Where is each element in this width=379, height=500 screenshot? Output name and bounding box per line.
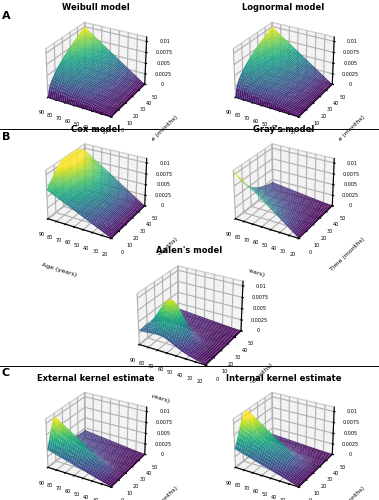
Title: Cox model: Cox model [71, 125, 121, 134]
Title: External kernel estimate: External kernel estimate [37, 374, 155, 382]
Text: A: A [2, 11, 11, 21]
X-axis label: Age (years): Age (years) [229, 262, 265, 278]
Y-axis label: Time (months): Time (months) [142, 236, 179, 272]
Title: Internal kernel estimate: Internal kernel estimate [226, 374, 341, 382]
X-axis label: Age (years): Age (years) [41, 140, 77, 156]
X-axis label: Age (years): Age (years) [229, 140, 265, 156]
X-axis label: Age (years): Age (years) [41, 262, 77, 278]
Y-axis label: Time (months): Time (months) [238, 362, 274, 398]
Title: Weibull model: Weibull model [62, 4, 130, 13]
Y-axis label: Time (months): Time (months) [142, 485, 179, 500]
Title: Gray's model: Gray's model [252, 125, 314, 134]
Title: Aalen's model: Aalen's model [157, 246, 222, 256]
Y-axis label: Time (months): Time (months) [330, 236, 366, 272]
Y-axis label: Time (months): Time (months) [330, 115, 366, 150]
Y-axis label: Time (months): Time (months) [142, 115, 179, 150]
X-axis label: Age (years): Age (years) [134, 388, 170, 404]
Y-axis label: Time (months): Time (months) [330, 485, 366, 500]
Title: Lognormal model: Lognormal model [242, 4, 324, 13]
Text: B: B [2, 132, 10, 142]
Text: C: C [2, 368, 10, 378]
